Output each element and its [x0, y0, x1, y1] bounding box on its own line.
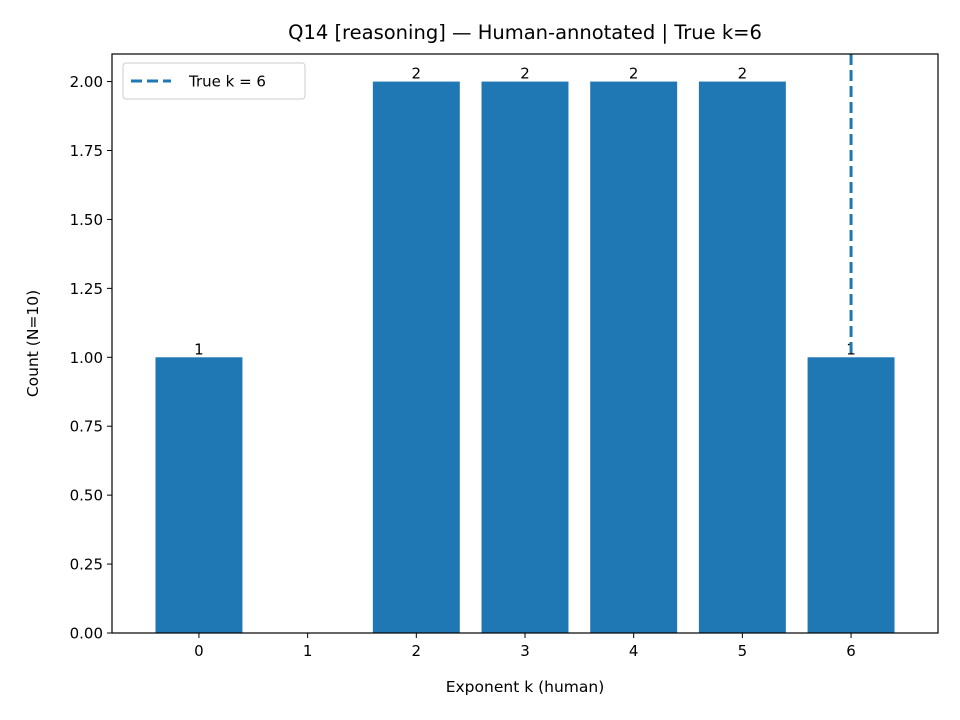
bar-k-2 [372, 81, 460, 634]
y-tick-label-0: 0.00 [70, 625, 103, 643]
bar-k-5 [698, 81, 786, 634]
legend-box [122, 62, 306, 100]
y-tick-label-2: 0.50 [70, 487, 103, 505]
x-tick-label-6: 6 [846, 642, 856, 660]
x-tick-label-4: 4 [629, 642, 639, 660]
data-label-k-2: 2 [412, 65, 422, 83]
bars-group [155, 81, 895, 634]
y-tick-label-4: 1.00 [70, 349, 103, 367]
x-axis-ticks: 0 1 2 3 4 5 6 [194, 633, 856, 660]
bar-k-0 [155, 357, 243, 633]
x-tick-label-3: 3 [520, 642, 530, 660]
chart-title: Q14 [reasoning] — Human-annotated | True… [288, 21, 762, 44]
x-tick-label-2: 2 [412, 642, 422, 660]
bar-k-3 [481, 81, 569, 634]
x-tick-label-1: 1 [303, 642, 313, 660]
y-tick-label-3: 0.75 [70, 418, 103, 436]
y-tick-label-7: 1.75 [70, 142, 103, 160]
legend-entry-true-k: True k = 6 [188, 73, 266, 91]
y-tick-label-5: 1.25 [70, 280, 103, 298]
data-label-k-5: 2 [738, 65, 748, 83]
y-axis-ticks: 0.00 0.25 0.50 0.75 1.00 1.25 1.50 1.75 2.00 [70, 73, 112, 643]
bar-k-4 [590, 81, 678, 634]
data-label-k-4: 2 [629, 65, 639, 83]
x-tick-label-5: 5 [738, 642, 748, 660]
y-axis-label: Count (N=10) [24, 290, 42, 397]
data-label-k-0: 1 [194, 340, 204, 358]
legend: True k = 6 [122, 62, 306, 100]
y-tick-label-8: 2.00 [70, 73, 103, 91]
x-tick-label-0: 0 [194, 642, 204, 660]
data-label-k-3: 2 [520, 65, 530, 83]
y-tick-label-1: 0.25 [70, 556, 103, 574]
y-tick-label-6: 1.50 [70, 211, 103, 229]
x-axis-label: Exponent k (human) [446, 678, 605, 696]
bar-k-6 [807, 357, 895, 633]
